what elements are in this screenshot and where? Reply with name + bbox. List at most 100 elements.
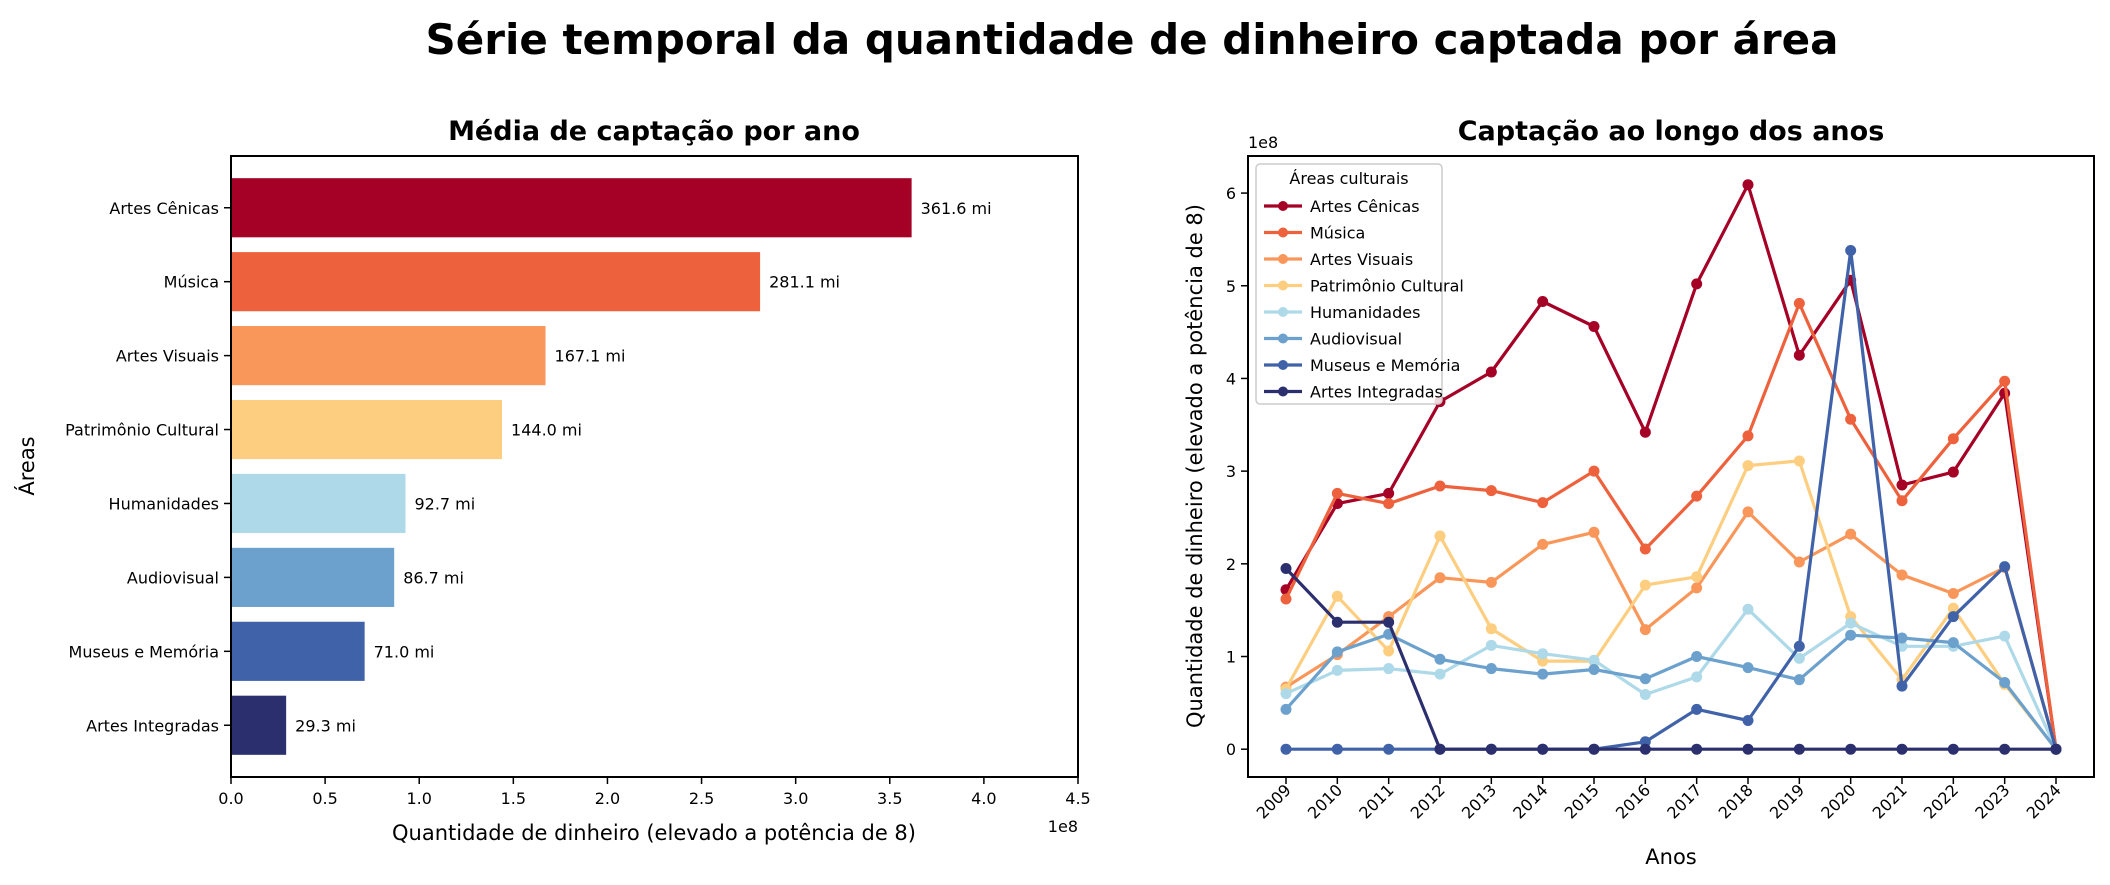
bar-chart-ylabel: Áreas	[14, 436, 39, 495]
series-point	[1742, 743, 1754, 755]
bar-value-label: 167.1 mi	[555, 347, 626, 366]
series-point	[1280, 703, 1292, 715]
series-point	[1845, 245, 1857, 257]
legend-label: Humanidades	[1310, 303, 1420, 322]
series-point	[1947, 466, 1959, 478]
x-tick-label: 2017	[1663, 780, 1705, 822]
series-point	[1485, 743, 1497, 755]
bar	[231, 473, 406, 534]
series-point	[1639, 426, 1651, 438]
legend-swatch-marker	[1278, 386, 1288, 397]
series-line	[1284, 459, 2058, 751]
y-tick-label: Música	[164, 273, 219, 292]
series-point	[1434, 480, 1446, 492]
bar-chart-title: Média de captação por ano	[448, 116, 860, 147]
x-tick-label: 2018	[1715, 780, 1757, 822]
y-tick-label: Patrimônio Cultural	[65, 421, 219, 440]
x-tick-label: 1.5	[501, 789, 526, 808]
series-point	[1896, 495, 1908, 507]
series-point	[1947, 433, 1959, 445]
line-chart-offset-text: 1e8	[1248, 133, 1278, 152]
x-tick-label: 4.5	[1065, 789, 1090, 808]
y-tick-label: Humanidades	[109, 494, 219, 513]
x-tick-label: 2009	[1253, 780, 1295, 822]
series-point	[1742, 603, 1754, 615]
x-tick-label: 2016	[1612, 780, 1654, 822]
series-point	[1691, 743, 1703, 755]
series-point	[1793, 743, 1805, 755]
x-tick-label: 0.5	[312, 789, 337, 808]
series-point	[1896, 632, 1908, 644]
x-tick-label: 2019	[1766, 780, 1808, 822]
series-point	[1588, 663, 1600, 675]
series-point	[1331, 664, 1343, 676]
series-point	[1485, 366, 1497, 378]
series-point	[1588, 743, 1600, 755]
legend-label: Audiovisual	[1310, 330, 1402, 349]
legend-label: Artes Integradas	[1310, 383, 1443, 402]
y-tick-label: Museus e Memória	[69, 642, 219, 661]
series-point	[1331, 590, 1343, 602]
bar-value-label: 361.6 mi	[921, 199, 992, 218]
bar-value-label: 86.7 mi	[403, 568, 464, 587]
series-point	[1999, 561, 2011, 573]
series-point	[1845, 743, 1857, 755]
figure-suptitle: Série temporal da quantidade de dinheiro…	[426, 15, 1839, 64]
x-tick-label: 2011	[1355, 780, 1397, 822]
series-point	[1331, 616, 1343, 628]
series-point	[1999, 630, 2011, 642]
x-tick-label: 1.0	[406, 789, 431, 808]
series-point	[1793, 297, 1805, 309]
series-point	[1896, 569, 1908, 581]
legend-swatch-marker	[1278, 201, 1288, 211]
bar-chart-frame	[230, 155, 1079, 778]
series-point	[1485, 663, 1497, 675]
x-tick-label: 2010	[1304, 780, 1346, 822]
y-tick-label: Artes Cênicas	[109, 199, 219, 218]
x-tick-label: 2014	[1509, 780, 1551, 822]
series-point	[1845, 528, 1857, 540]
x-tick-label: 4.0	[971, 789, 996, 808]
bar-value-label: 92.7 mi	[414, 494, 475, 513]
series-point	[1331, 743, 1343, 755]
x-tick-label: 2.0	[595, 789, 620, 808]
y-tick-label: 5	[1226, 277, 1236, 296]
x-tick-label: 2022	[1920, 780, 1962, 822]
x-tick-label: 2013	[1458, 780, 1500, 822]
bar-value-label: 281.1 mi	[769, 273, 840, 292]
legend-swatch-marker	[1278, 333, 1288, 344]
legend-swatch-marker	[1278, 360, 1288, 370]
bar-value-label: 71.0 mi	[374, 642, 435, 661]
series-point	[1742, 506, 1754, 518]
series-point	[1383, 498, 1395, 510]
bar-value-label: 144.0 mi	[511, 421, 582, 440]
x-tick-label: 2.5	[689, 789, 714, 808]
series-point	[1999, 676, 2011, 688]
y-tick-label: Audiovisual	[127, 568, 219, 587]
series-point	[1845, 629, 1857, 641]
legend-label: Patrimônio Cultural	[1310, 277, 1464, 296]
series-point	[1588, 321, 1600, 333]
series-line	[1284, 301, 2058, 750]
series-point	[1896, 680, 1908, 692]
series-point	[1485, 576, 1497, 588]
series-point	[1434, 572, 1446, 584]
series-point	[1331, 487, 1343, 499]
series-point	[1947, 743, 1959, 755]
line-chart-frame	[1247, 155, 2095, 778]
series-point	[1793, 674, 1805, 686]
series-point	[1434, 668, 1446, 680]
series-point	[1485, 639, 1497, 651]
x-tick-label: 2023	[1971, 780, 2013, 822]
series-point	[1896, 640, 1908, 652]
series-point	[1793, 652, 1805, 664]
legend-swatch-marker	[1278, 280, 1288, 291]
x-tick-label: 0.0	[218, 789, 243, 808]
series-point	[1793, 349, 1805, 361]
series-point	[1639, 579, 1651, 591]
series-point	[1742, 714, 1754, 726]
series-point	[1485, 623, 1497, 635]
series-point	[1383, 487, 1395, 499]
series-point	[1691, 651, 1703, 663]
